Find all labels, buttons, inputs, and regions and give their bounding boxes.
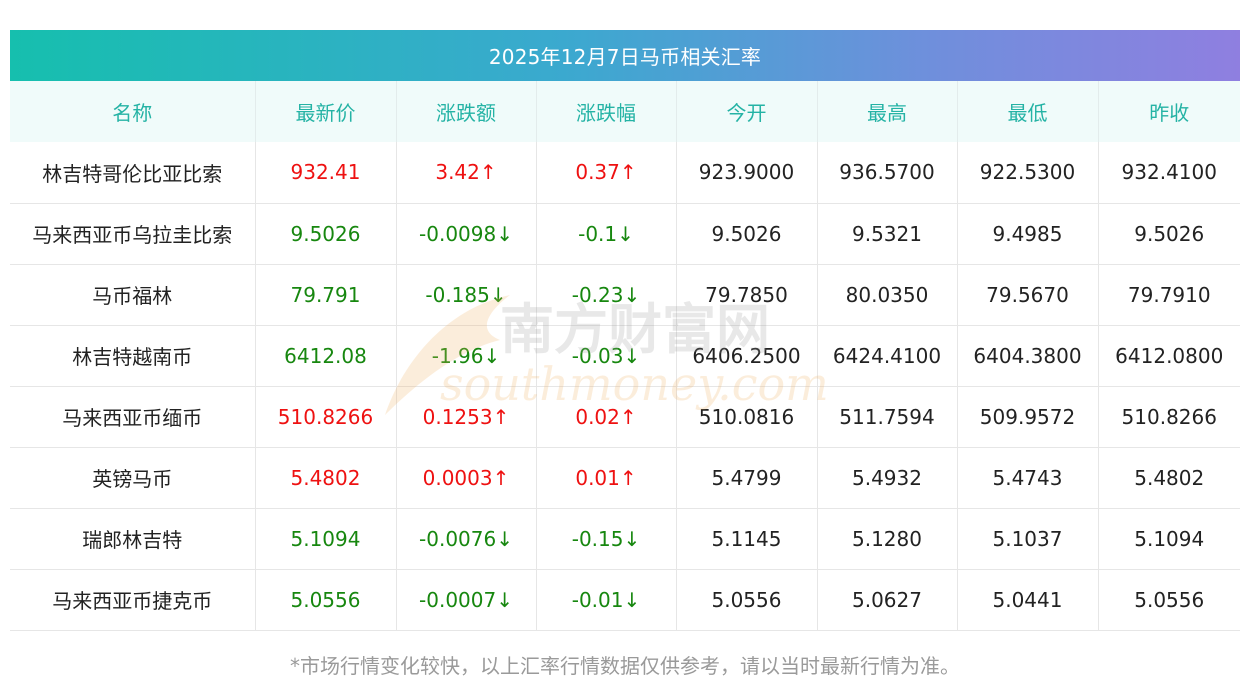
table-row: 英镑马币 5.4802 0.0003↑ 0.01↑ 5.4799 5.4932 5.4743… (10, 447, 1240, 508)
cell-low: 5.0441 (957, 569, 1099, 630)
cell-pct: -0.01↓ (536, 569, 677, 630)
table-row: 马来西亚币捷克币 5.0556 -0.0007↓ -0.01↓ 5.0556 5.0627… (10, 569, 1240, 630)
cell-name: 马来西亚币捷克币 (10, 569, 256, 630)
cell-name: 马币福林 (10, 264, 256, 325)
cell-pct: 0.02↑ (536, 386, 677, 447)
cell-change: -1.96↓ (396, 325, 537, 386)
cell-prev: 5.0556 (1134, 587, 1205, 612)
cell-latest: 5.0556 (255, 569, 397, 630)
rate-panel: 2025年12月7日马币相关汇率 名称 最新价 涨跌额 涨跌幅 今开 最高 最低… (10, 30, 1240, 631)
cell-pct: -0.23↓ (536, 264, 677, 325)
cell-low: 6404.3800 (957, 325, 1099, 386)
cell-high: 5.1280 (817, 508, 958, 569)
cell-name: 瑞郎林吉特 (10, 508, 256, 569)
cell-prev: 6412.0800 (1115, 343, 1224, 368)
cell-low: 922.5300 (957, 142, 1099, 203)
cell-latest: 9.5026 (255, 203, 397, 264)
cell-latest: 932.41 (255, 142, 397, 203)
cell-open: 9.5026 (676, 203, 818, 264)
col-header-latest: 最新价 (255, 81, 397, 142)
col-header-low: 最低 (957, 81, 1099, 142)
cell-open: 510.0816 (676, 386, 818, 447)
cell-low: 5.1037 (957, 508, 1099, 569)
col-header-prev: 昨收 (1149, 101, 1190, 125)
cell-change: -0.0098↓ (396, 203, 537, 264)
cell-low: 79.5670 (957, 264, 1099, 325)
cell-open: 923.9000 (676, 142, 818, 203)
cell-prev: 9.5026 (1134, 221, 1205, 246)
table-row: 马币福林 79.791 -0.185↓ -0.23↓ 79.7850 80.0350 79.… (10, 264, 1240, 325)
cell-high: 5.4932 (817, 447, 958, 508)
table-row: 瑞郎林吉特 5.1094 -0.0076↓ -0.15↓ 5.1145 5.1280 5.1… (10, 508, 1240, 569)
cell-change: 3.42↑ (396, 142, 537, 203)
col-header-high: 最高 (817, 81, 958, 142)
cell-name: 马来西亚币乌拉圭比索 (10, 203, 256, 264)
cell-prev: 932.4100 (1121, 160, 1217, 185)
col-header-name: 名称 (10, 81, 256, 142)
col-header-open: 今开 (676, 81, 818, 142)
cell-low: 9.4985 (957, 203, 1099, 264)
cell-prev: 5.1094 (1134, 526, 1205, 551)
cell-high: 9.5321 (817, 203, 958, 264)
cell-open: 5.0556 (676, 569, 818, 630)
cell-pct: -0.15↓ (536, 508, 677, 569)
cell-change: -0.0007↓ (396, 569, 537, 630)
cell-prev: 79.7910 (1127, 282, 1211, 307)
cell-pct: -0.03↓ (536, 325, 677, 386)
table-row: 林吉特哥伦比亚比索 932.41 3.42↑ 0.37↑ 923.9000 936.570… (10, 142, 1240, 203)
cell-pct: 0.37↑ (536, 142, 677, 203)
cell-open: 79.7850 (676, 264, 818, 325)
col-header-change: 涨跌额 (396, 81, 537, 142)
cell-low: 5.4743 (957, 447, 1099, 508)
cell-low: 509.9572 (957, 386, 1099, 447)
table-row: 马来西亚币缅币 510.8266 0.1253↑ 0.02↑ 510.0816 511.7… (10, 386, 1240, 447)
cell-high: 6424.4100 (817, 325, 958, 386)
cell-prev: 5.4802 (1134, 465, 1205, 490)
cell-high: 80.0350 (817, 264, 958, 325)
cell-high: 5.0627 (817, 569, 958, 630)
cell-pct: 0.01↑ (536, 447, 677, 508)
cell-change: -0.0076↓ (396, 508, 537, 569)
cell-change: -0.185↓ (396, 264, 537, 325)
cell-open: 5.4799 (676, 447, 818, 508)
cell-open: 6406.2500 (676, 325, 818, 386)
cell-change: 0.0003↑ (396, 447, 537, 508)
cell-prev: 510.8266 (1121, 404, 1217, 429)
cell-latest: 510.8266 (255, 386, 397, 447)
footer-disclaimer: *市场行情变化较快，以上汇率行情数据仅供参考，请以当时最新行情为准。 (290, 654, 960, 678)
cell-name: 英镑马币 (10, 447, 256, 508)
table-title: 2025年12月7日马币相关汇率 (10, 30, 1240, 81)
col-header-pct: 涨跌幅 (536, 81, 677, 142)
table-row: 马来西亚币乌拉圭比索 9.5026 -0.0098↓ -0.1↓ 9.5026 9.532… (10, 203, 1240, 264)
cell-pct: -0.1↓ (536, 203, 677, 264)
rate-table: 名称 最新价 涨跌额 涨跌幅 今开 最高 最低 昨收 林吉特哥伦比亚比索 932.… (10, 81, 1240, 631)
table-header-row: 名称 最新价 涨跌额 涨跌幅 今开 最高 最低 昨收 (10, 81, 1240, 142)
cell-name: 林吉特越南币 (10, 325, 256, 386)
cell-high: 936.5700 (817, 142, 958, 203)
cell-open: 5.1145 (676, 508, 818, 569)
cell-name: 林吉特哥伦比亚比索 (10, 142, 256, 203)
cell-name: 马来西亚币缅币 (10, 386, 256, 447)
cell-change: 0.1253↑ (396, 386, 537, 447)
cell-latest: 5.4802 (255, 447, 397, 508)
cell-latest: 6412.08 (255, 325, 397, 386)
table-row: 林吉特越南币 6412.08 -1.96↓ -0.03↓ 6406.2500 6424.4… (10, 325, 1240, 386)
cell-latest: 79.791 (255, 264, 397, 325)
cell-latest: 5.1094 (255, 508, 397, 569)
cell-high: 511.7594 (817, 386, 958, 447)
